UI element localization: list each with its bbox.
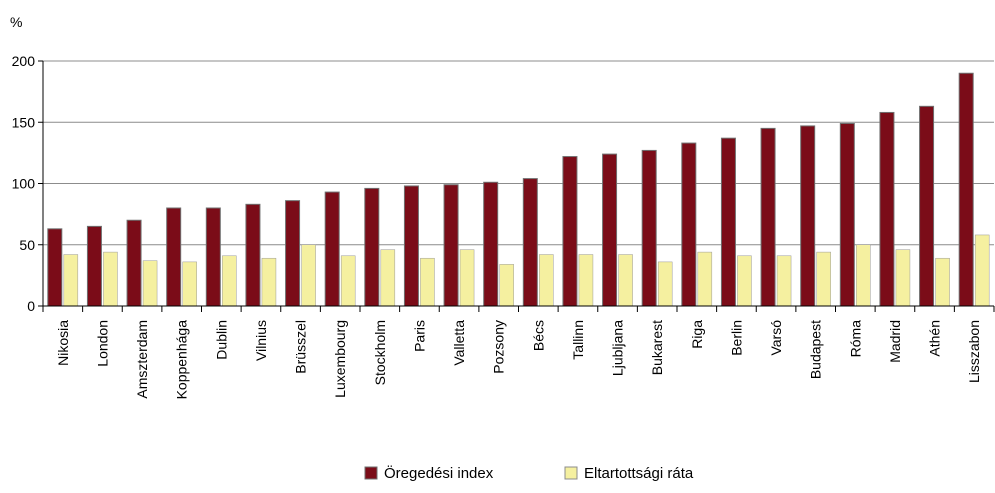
bar-eltartottsagi-rata-8 [380, 249, 396, 307]
bar-oregedesi-index-7 [324, 191, 340, 307]
bar-oregedesi-index-20 [839, 122, 855, 307]
x-tick-label-23: Lisszabon [966, 320, 982, 383]
x-tick-label-3: Koppenhága [174, 320, 190, 400]
x-tick-label-13: Tallinn [570, 320, 586, 360]
x-tick-label-20: Róma [847, 320, 863, 358]
legend-label-1: Eltartottsági ráta [584, 465, 694, 482]
bar-eltartottsagi-rata-1 [103, 251, 118, 307]
bar-eltartottsagi-rata-17 [737, 255, 752, 307]
bar-oregedesi-index-13 [562, 156, 578, 307]
bar-oregedesi-index-6 [285, 200, 301, 307]
bar-eltartottsagi-rata-9 [420, 257, 435, 307]
bar-eltartottsagi-rata-15 [657, 261, 673, 307]
bar-eltartottsagi-rata-19 [816, 251, 831, 307]
legend-label-0: Öregedési index [384, 464, 494, 482]
gridlines [43, 60, 994, 246]
bar-eltartottsagi-rata-22 [935, 257, 950, 307]
bar-oregedesi-index-21 [879, 111, 895, 307]
bar-oregedesi-index-10 [443, 184, 459, 307]
bar-oregedesi-index-1 [86, 225, 102, 307]
bar-eltartottsagi-rata-7 [340, 255, 356, 307]
legend-swatch-1 [564, 466, 578, 480]
x-tick-labels: Nikosia London Amszterdam Koppenhága Dublin V… [55, 320, 982, 400]
bar-oregedesi-index-5 [245, 203, 261, 307]
bar-eltartottsagi-rata-11 [499, 264, 514, 307]
x-tick-label-9: Paris [411, 320, 427, 352]
x-tick-label-11: Pozsony [491, 320, 507, 374]
bar-eltartottsagi-rata-12 [539, 254, 554, 307]
x-tick-label-17: Berlin [728, 320, 744, 356]
x-tick-label-6: Brüsszel [293, 320, 309, 374]
y-tick-label-150: 150 [12, 114, 36, 130]
bar-eltartottsagi-rata-13 [578, 254, 594, 307]
x-tick-label-21: Madrid [887, 320, 903, 363]
legend: Öregedési index Eltartottsági ráta [364, 464, 694, 482]
axes [38, 60, 995, 312]
x-tick-label-1: London [94, 320, 110, 367]
x-tick-label-2: Amszterdam [134, 320, 150, 399]
legend-swatch-0 [364, 466, 378, 480]
bar-oregedesi-index-18 [760, 127, 776, 307]
x-tick-label-16: Riga [689, 320, 705, 349]
bar-eltartottsagi-rata-0 [63, 254, 79, 307]
y-tick-label-50: 50 [19, 237, 35, 253]
x-tick-label-4: Dublin [213, 320, 229, 360]
bar-eltartottsagi-rata-3 [182, 261, 197, 307]
bar-oregedesi-index-15 [641, 149, 657, 307]
bar-oregedesi-index-22 [919, 105, 935, 307]
bar-eltartottsagi-rata-23 [974, 234, 990, 307]
bar-eltartottsagi-rata-20 [856, 244, 871, 307]
bar-eltartottsagi-rata-2 [142, 260, 158, 307]
x-tick-label-10: Valletta [451, 320, 467, 366]
x-tick-label-7: Luxembourg [332, 320, 348, 398]
bar-oregedesi-index-4 [205, 207, 221, 307]
x-tick-label-5: Vilnius [253, 320, 269, 361]
bar-eltartottsagi-rata-21 [895, 249, 911, 307]
bar-eltartottsagi-rata-5 [261, 257, 277, 307]
x-tick-label-22: Athén [927, 320, 943, 357]
bar-eltartottsagi-rata-6 [301, 244, 316, 307]
bar-oregedesi-index-12 [522, 178, 538, 307]
bar-eltartottsagi-rata-18 [776, 255, 792, 307]
bar-eltartottsagi-rata-14 [618, 254, 633, 307]
y-tick-label-0: 0 [27, 298, 35, 314]
bar-oregedesi-index-2 [126, 219, 142, 307]
y-tick-label-200: 200 [12, 53, 36, 69]
bar-oregedesi-index-14 [602, 153, 618, 307]
y-tick-label-100: 100 [12, 176, 36, 192]
y-axis-unit-label: % [10, 14, 22, 30]
bar-oregedesi-index-19 [800, 125, 816, 307]
x-tick-label-12: Bécs [530, 320, 546, 351]
bars [47, 72, 990, 307]
bar-oregedesi-index-23 [958, 72, 974, 307]
bar-eltartottsagi-rata-4 [222, 255, 237, 307]
x-tick-label-8: Stockholm [372, 320, 388, 385]
bar-oregedesi-index-16 [681, 142, 697, 307]
y-tick-labels: 0 50 100 150 200 [12, 53, 36, 314]
x-tick-label-0: Nikosia [55, 320, 71, 366]
bar-eltartottsagi-rata-16 [697, 251, 713, 307]
bar-oregedesi-index-0 [47, 228, 63, 307]
x-tick-label-18: Varsó [768, 320, 784, 356]
bar-oregedesi-index-8 [364, 187, 380, 307]
x-tick-label-15: Bukarest [649, 320, 665, 375]
bar-oregedesi-index-3 [166, 207, 182, 307]
x-tick-label-14: Ljubljana [610, 320, 626, 376]
x-tick-label-19: Budapest [808, 320, 824, 379]
bar-oregedesi-index-11 [483, 181, 499, 307]
bar-oregedesi-index-9 [403, 185, 419, 307]
bar-oregedesi-index-17 [720, 137, 736, 307]
bar-eltartottsagi-rata-10 [459, 249, 475, 307]
